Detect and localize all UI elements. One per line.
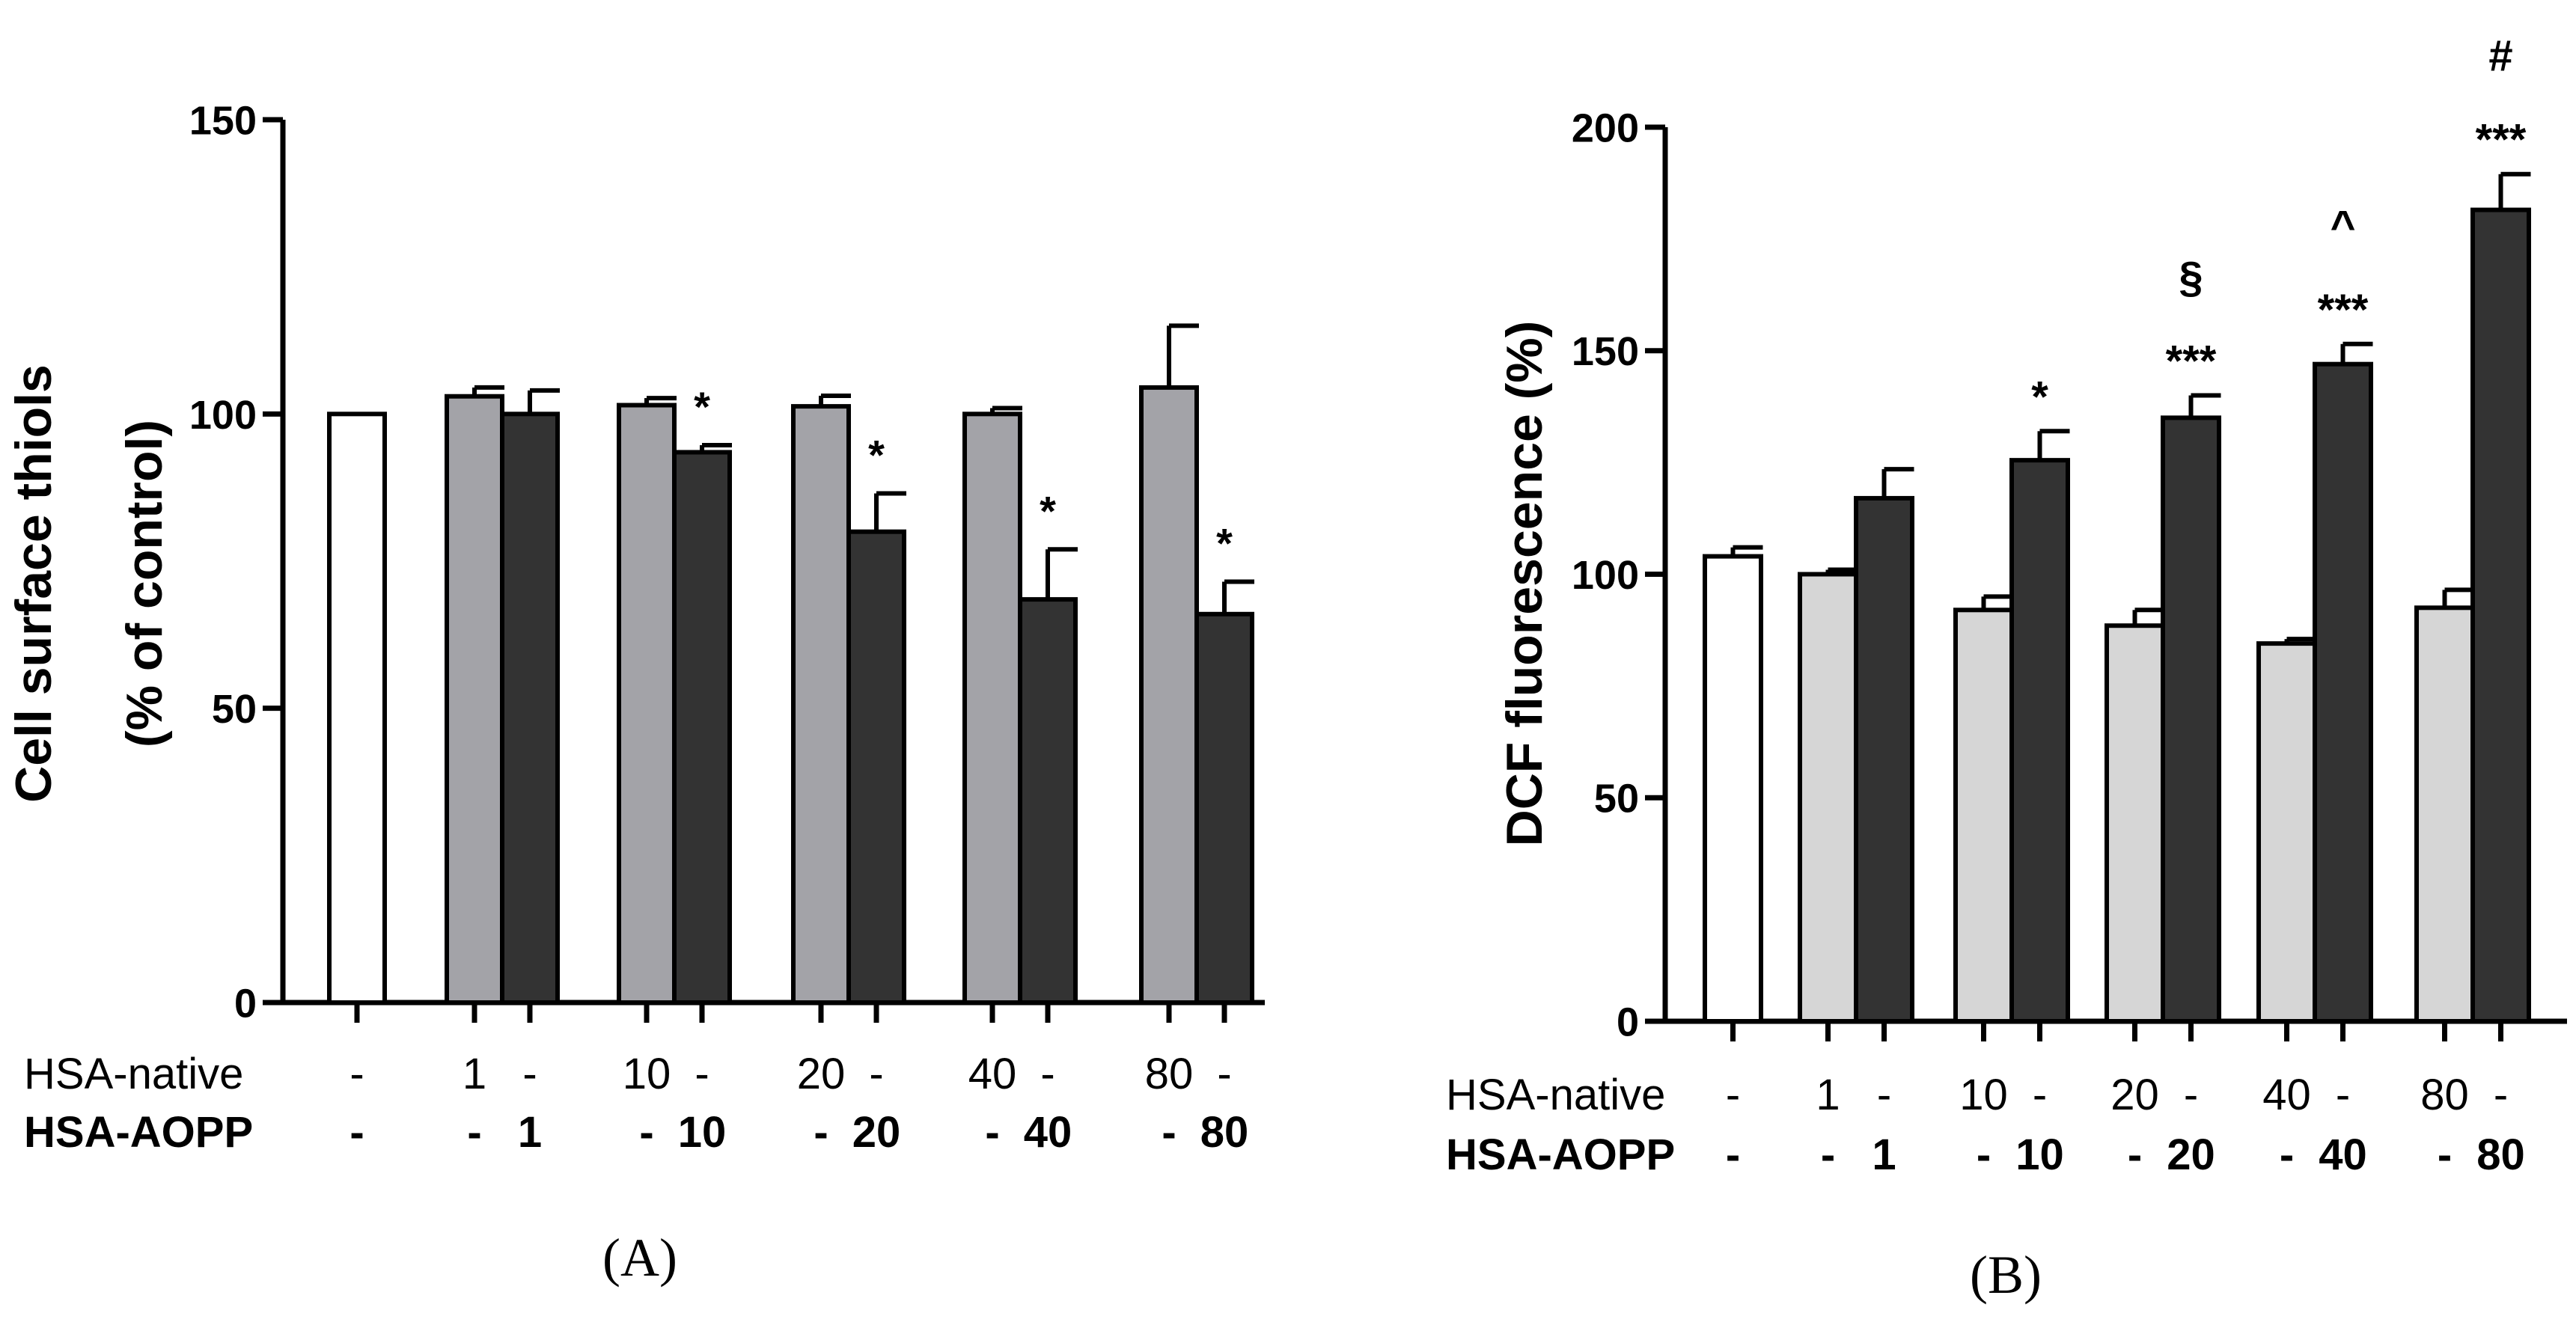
b-y-tick-label: 200	[1572, 105, 1639, 150]
b-aopp-conc-label: 20	[2167, 1130, 2215, 1179]
a-bar-native	[962, 411, 1022, 1005]
b-aopp-conc-label: -	[1977, 1130, 1991, 1179]
b-significance-marker: ***	[2166, 337, 2217, 386]
a-row-label-hsa-native: HSA-native	[24, 1050, 243, 1098]
b-bar-aopp	[1854, 495, 1914, 1023]
b-bar-native	[1798, 572, 1858, 1023]
a-aopp-conc-label: 10	[678, 1108, 727, 1157]
a-native-conc-label: -	[1217, 1050, 1231, 1098]
b-aopp-conc-label: 10	[2015, 1130, 2064, 1179]
b-bar-native	[2414, 605, 2475, 1023]
a-bar-native	[617, 403, 677, 1005]
a-aopp-conc-label: -	[467, 1108, 481, 1157]
a-native-conc-label: 10	[623, 1050, 671, 1098]
a-y-tick-label: 50	[212, 687, 257, 732]
b-native-conc-label: 40	[2262, 1071, 2311, 1119]
a-native-conc-label: -	[695, 1050, 709, 1098]
b-native-conc-label: 10	[1959, 1071, 2008, 1119]
a-native-conc-label: -	[350, 1050, 364, 1098]
a-y-tick-label: 0	[234, 981, 257, 1026]
b-bar-aopp	[2313, 361, 2373, 1023]
chart-panel-b: 0 50 100 150 200 DCF fluorescence (%) HSA-nati…	[1446, 32, 2567, 1305]
a-aopp-conc-label: -	[985, 1108, 999, 1157]
a-aopp-conc-label: 40	[1024, 1108, 1072, 1157]
b-aopp-conc-label: -	[2438, 1130, 2452, 1179]
b-row-label-hsa-aopp: HSA-AOPP	[1446, 1130, 1675, 1179]
b-bar-native	[1953, 608, 2014, 1023]
a-significance-marker: *	[1040, 487, 1056, 534]
b-significance-marker: §	[2179, 254, 2203, 302]
a-native-conc-label: 40	[968, 1050, 1017, 1098]
b-aopp-conc-label: -	[2128, 1130, 2142, 1179]
a-bar-native	[791, 404, 851, 1005]
b-significance-marker: *	[2031, 373, 2048, 421]
b-y-tick-label: 150	[1572, 329, 1639, 374]
b-y-axis-label: DCF fluorescence (%)	[1496, 321, 1553, 847]
b-aopp-conc-label: 40	[2319, 1130, 2367, 1179]
a-bar-aopp	[1194, 611, 1254, 1005]
b-y-tick-label: 50	[1594, 777, 1639, 821]
b-aopp-conc-label: 80	[2476, 1130, 2525, 1179]
b-aopp-conc-label: -	[2280, 1130, 2294, 1179]
b-native-conc-label: 20	[2110, 1071, 2159, 1119]
a-native-conc-label: -	[869, 1050, 883, 1098]
b-y-tick-label: 100	[1572, 553, 1639, 598]
b-native-conc-label: -	[1726, 1071, 1740, 1119]
a-aopp-conc-label: 80	[1200, 1108, 1249, 1157]
b-native-conc-label: -	[2336, 1071, 2350, 1119]
a-bar-native	[1139, 385, 1199, 1005]
a-aopp-conc-label: 20	[852, 1108, 901, 1157]
a-aopp-conc-label: -	[814, 1108, 828, 1157]
b-bar-control	[1703, 554, 1763, 1023]
a-row-label-hsa-aopp: HSA-AOPP	[24, 1108, 253, 1157]
b-aopp-conc-label: -	[1821, 1130, 1835, 1179]
b-bar-aopp	[2470, 207, 2531, 1024]
a-bar-native	[445, 394, 504, 1005]
a-bar-aopp	[846, 529, 906, 1005]
a-native-conc-label: -	[522, 1050, 537, 1098]
a-y-axis-label-line2: (% of control)	[116, 420, 173, 747]
b-native-conc-label: -	[1877, 1071, 1891, 1119]
a-bar-aopp	[672, 450, 732, 1005]
b-bar-aopp	[2161, 415, 2221, 1023]
a-significance-marker: *	[868, 432, 885, 479]
a-y-axis-label: Cell surface thiols	[5, 364, 62, 803]
b-bar-aopp	[2009, 458, 2070, 1023]
b-native-conc-label: -	[2494, 1071, 2508, 1119]
a-y-tick-label: 150	[189, 98, 257, 143]
b-panel-label: (B)	[1970, 1245, 2042, 1305]
a-aopp-conc-label: -	[639, 1108, 653, 1157]
b-row-label-hsa-native: HSA-native	[1446, 1071, 1665, 1119]
b-significance-marker: ^	[2331, 202, 2356, 251]
a-panel-label: (A)	[602, 1228, 677, 1288]
b-aopp-conc-label: -	[1726, 1130, 1740, 1179]
a-native-conc-label: 1	[463, 1050, 486, 1098]
b-significance-marker: ***	[2318, 286, 2369, 334]
b-native-conc-label: 80	[2420, 1071, 2469, 1119]
b-native-conc-label: -	[2184, 1071, 2198, 1119]
b-aopp-conc-label: 1	[1872, 1130, 1896, 1179]
a-aopp-conc-label: -	[1162, 1108, 1176, 1157]
a-significance-marker: *	[1216, 520, 1233, 567]
b-significance-marker: #	[2488, 32, 2512, 81]
a-bar-control	[327, 411, 387, 1005]
a-native-conc-label: 20	[797, 1050, 846, 1098]
a-bar-aopp	[500, 411, 560, 1005]
chart-panel-a: 0 50 100 150 Cell surface thiols (% of contro…	[5, 98, 1265, 1288]
b-bar-native	[2105, 623, 2165, 1023]
b-significance-marker: ***	[2476, 116, 2527, 165]
b-bar-native	[2256, 641, 2317, 1023]
a-bar-aopp	[1018, 597, 1078, 1005]
a-native-conc-label: 80	[1145, 1050, 1194, 1098]
a-significance-marker: *	[694, 383, 710, 430]
b-y-tick-label: 0	[1617, 1000, 1639, 1044]
b-native-conc-label: -	[2033, 1071, 2047, 1119]
a-y-tick-label: 100	[189, 393, 257, 438]
a-aopp-conc-label: 1	[518, 1108, 542, 1157]
a-aopp-conc-label: -	[350, 1108, 364, 1157]
b-native-conc-label: 1	[1816, 1071, 1840, 1119]
a-native-conc-label: -	[1040, 1050, 1054, 1098]
